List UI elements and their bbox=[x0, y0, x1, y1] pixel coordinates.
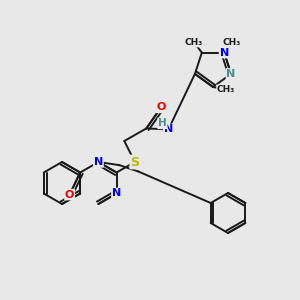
Text: CH₃: CH₃ bbox=[223, 38, 241, 47]
Text: N: N bbox=[164, 124, 173, 134]
Text: N: N bbox=[220, 48, 229, 58]
Text: N: N bbox=[94, 157, 103, 167]
Text: N: N bbox=[226, 69, 236, 79]
Text: H: H bbox=[158, 118, 167, 128]
Text: CH₃: CH₃ bbox=[185, 38, 203, 47]
Text: O: O bbox=[156, 102, 166, 112]
Text: S: S bbox=[130, 155, 139, 169]
Text: N: N bbox=[112, 188, 121, 199]
Text: CH₃: CH₃ bbox=[217, 85, 235, 94]
Text: O: O bbox=[65, 190, 74, 200]
